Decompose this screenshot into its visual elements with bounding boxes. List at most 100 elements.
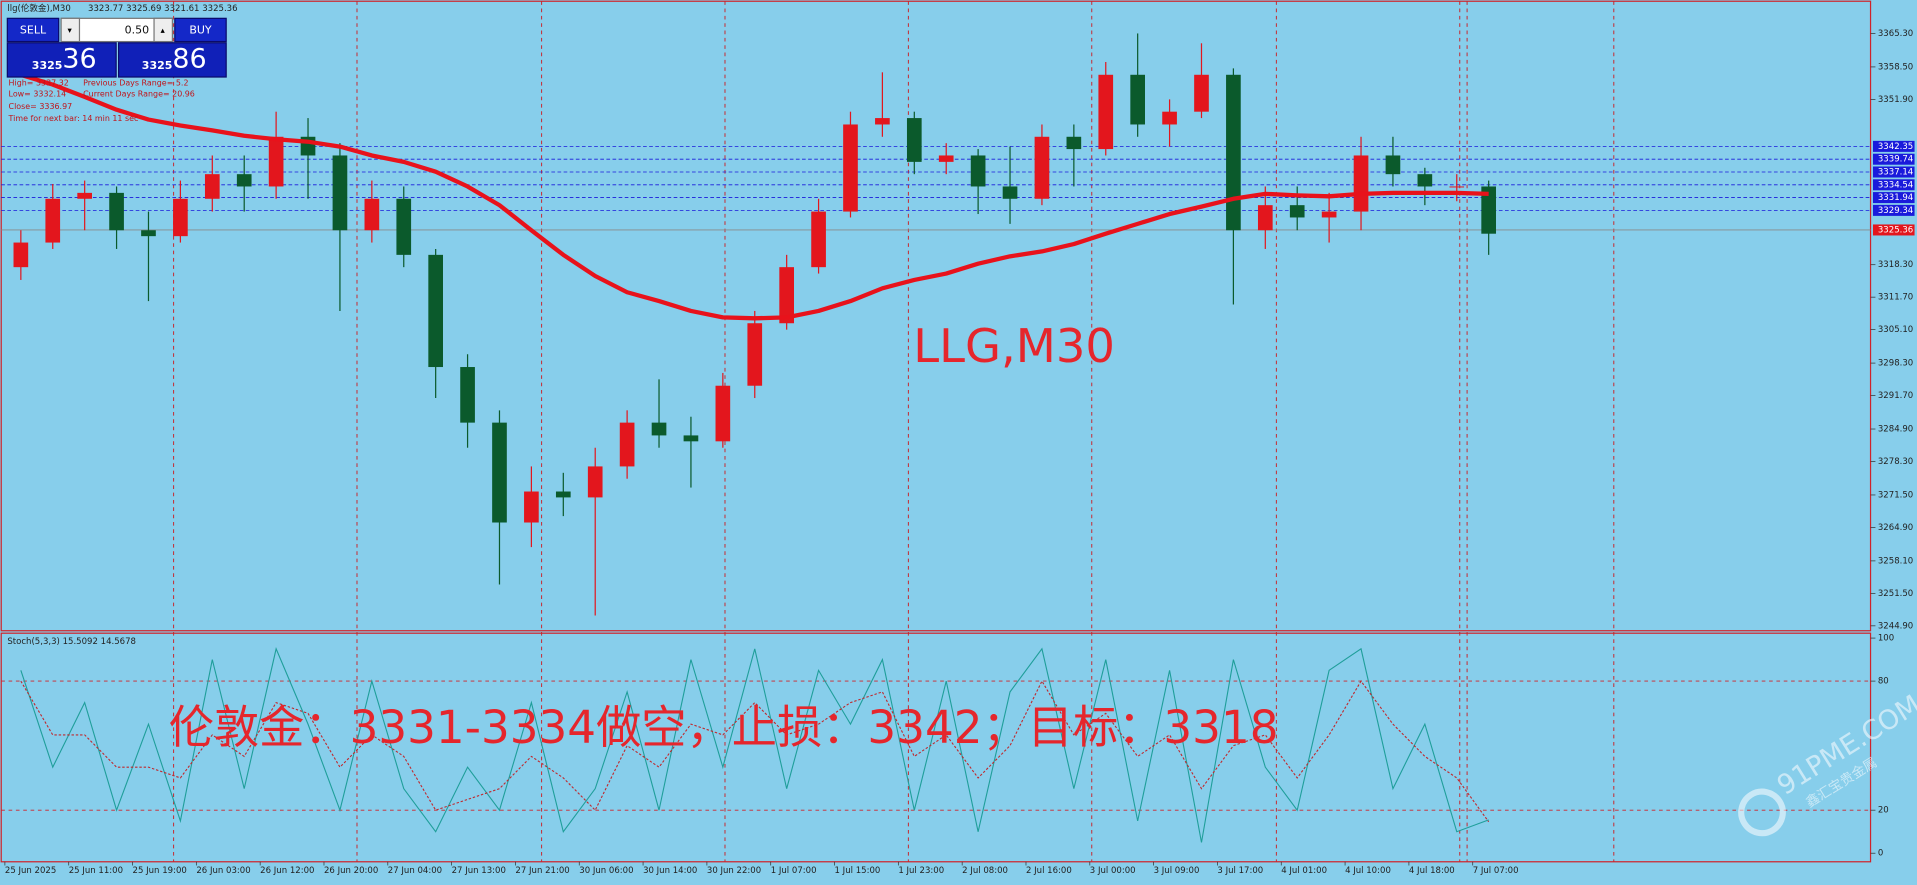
candle-body <box>332 155 348 231</box>
candle-body <box>747 323 763 386</box>
candle-body <box>1162 111 1177 125</box>
stoch-title: Stoch(5,3,3) 15.5092 14.5678 <box>7 637 136 647</box>
level-tag-label: 3339.74 <box>1878 155 1913 165</box>
sell-button[interactable] <box>6 17 60 43</box>
candle-body <box>555 491 571 498</box>
x-tick-label: 3 Jul 00:00 <box>1090 866 1136 876</box>
candle-body <box>13 242 29 268</box>
info-close: Close= 3336.97 <box>9 102 73 111</box>
level-tag-label: 3337.14 <box>1878 168 1913 178</box>
watermark-logo <box>1738 788 1786 837</box>
signal-text: 伦敦金：3331-3334做空，止损：3342；目标：3318 <box>169 701 1279 754</box>
candle-body <box>1321 211 1337 218</box>
candle-body <box>1130 74 1146 125</box>
candle-body <box>715 385 731 442</box>
ask-big[interactable]: 3325 <box>142 59 173 72</box>
candle-body <box>587 466 603 498</box>
candle-body <box>1257 205 1273 231</box>
x-tick-label: 25 Jun 2025 <box>5 866 56 876</box>
sell-label[interactable]: SELL <box>20 24 47 37</box>
y-tick-label: 3291.70 <box>1878 391 1913 401</box>
candle-body <box>364 198 380 231</box>
moving-average <box>20 72 1489 321</box>
lot-up[interactable] <box>153 17 173 43</box>
lot-up-icon[interactable]: ▴ <box>160 26 165 36</box>
bid-small[interactable]: 36 <box>62 43 96 74</box>
lot-down[interactable] <box>60 17 81 43</box>
x-tick-label: 27 Jun 21:00 <box>515 866 569 876</box>
stoch-panel-frame <box>0 632 1872 863</box>
level-tag-label: 3334.54 <box>1878 180 1913 190</box>
candle-body <box>683 435 699 442</box>
y-tick-label: 3318.30 <box>1878 260 1913 270</box>
last-price-tag <box>1872 224 1915 236</box>
candle-body <box>906 118 922 162</box>
y-tick-label: 3284.90 <box>1878 425 1913 435</box>
ask-box[interactable] <box>117 42 227 78</box>
ask-small[interactable]: 86 <box>172 43 206 74</box>
y-tick-label: 3244.90 <box>1878 621 1913 631</box>
candle-body <box>1002 186 1018 199</box>
level-tag <box>1872 140 1915 152</box>
info-low: Low= 3332.14 <box>9 90 67 99</box>
candle-body <box>492 422 507 523</box>
y-tick-label: 0 <box>1878 849 1883 859</box>
y-tick-label: 3358.50 <box>1878 62 1913 72</box>
level-tag-label: 3342.35 <box>1878 142 1913 152</box>
candle-body <box>651 422 667 436</box>
level-tag <box>1872 153 1915 165</box>
y-tick-label: 80 <box>1878 677 1889 687</box>
y-tick-label: 3271.50 <box>1878 490 1913 500</box>
buy-button[interactable] <box>174 17 227 43</box>
bid-big[interactable]: 3325 <box>32 59 63 72</box>
y-tick-label: 3298.30 <box>1878 359 1913 369</box>
candle-body <box>236 174 252 187</box>
candle-body <box>970 155 986 187</box>
candle-body <box>204 174 220 199</box>
x-tick-label: 26 Jun 12:00 <box>260 866 314 876</box>
level-tag-label: 3329.34 <box>1878 206 1913 216</box>
ohlc: 3323.77 3325.69 3321.61 3325.36 <box>88 4 238 14</box>
x-tick-label: 26 Jun 20:00 <box>324 866 378 876</box>
candle-body <box>460 367 475 423</box>
level-tag <box>1872 204 1915 216</box>
y-tick-label: 3351.90 <box>1878 95 1913 105</box>
stoch-line <box>20 647 1489 843</box>
candle-body <box>1353 155 1369 212</box>
x-tick-label: 4 Jul 01:00 <box>1281 866 1327 876</box>
lot-value[interactable]: 0.50 <box>125 24 150 37</box>
y-tick-label: 3278.30 <box>1878 457 1913 467</box>
candle-body <box>1194 74 1209 112</box>
info-cur-range: Current Days Range= 20.96 <box>83 90 195 99</box>
buy-label[interactable]: BUY <box>189 24 212 37</box>
candle-body <box>1098 74 1114 150</box>
x-tick-label: 3 Jul 17:00 <box>1217 866 1263 876</box>
lot-down-icon[interactable]: ▾ <box>68 26 73 36</box>
candle-body <box>1034 136 1050 199</box>
candle-body <box>1066 136 1082 150</box>
x-tick-label: 30 Jun 14:00 <box>643 866 697 876</box>
y-tick-label: 100 <box>1878 634 1894 644</box>
candle-body <box>938 155 954 162</box>
info-high: High= 3337.32 <box>9 79 69 88</box>
level-tag-label: 3331.94 <box>1878 193 1913 203</box>
candle-body <box>173 198 188 237</box>
candle-body <box>843 124 858 212</box>
x-tick-label: 1 Jul 15:00 <box>835 866 881 876</box>
candle-body <box>875 118 890 125</box>
x-tick-label: 1 Jul 07:00 <box>771 866 817 876</box>
x-tick-label: 25 Jun 19:00 <box>133 866 187 876</box>
candle-body <box>109 192 124 231</box>
candle-body <box>428 254 444 368</box>
y-tick-label: 3251.50 <box>1878 589 1913 599</box>
x-tick-label: 4 Jul 10:00 <box>1345 866 1391 876</box>
last-price-label: 3325.36 <box>1878 225 1913 235</box>
candle-body <box>268 136 284 187</box>
x-tick-label: 25 Jun 11:00 <box>69 866 123 876</box>
y-tick-label: 3305.10 <box>1878 325 1913 335</box>
candle-body <box>1385 155 1401 175</box>
bid-box[interactable] <box>6 42 117 78</box>
candle-body <box>1481 186 1497 234</box>
